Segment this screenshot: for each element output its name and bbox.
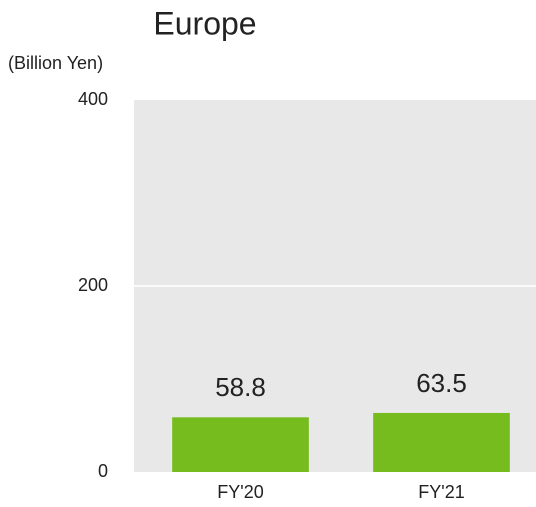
y-tick-label: 200 <box>78 275 108 295</box>
bar <box>172 417 309 472</box>
x-tick-label: FY'21 <box>418 482 464 502</box>
bar <box>373 412 510 472</box>
chart-title: Europe <box>153 5 256 41</box>
y-axis-label: (Billion Yen) <box>8 53 103 73</box>
x-tick-label: FY'20 <box>217 482 263 502</box>
y-tick-label: 400 <box>78 89 108 109</box>
data-label: 63.5 <box>416 368 467 398</box>
y-tick-label: 0 <box>98 461 108 481</box>
data-label: 58.8 <box>215 372 266 402</box>
